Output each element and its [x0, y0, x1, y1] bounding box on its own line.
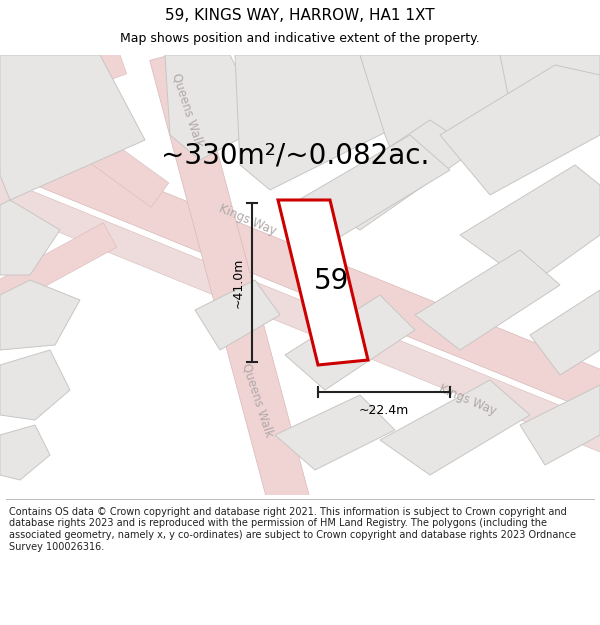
Text: Kings Way: Kings Way — [217, 202, 278, 238]
Text: Contains OS data © Crown copyright and database right 2021. This information is : Contains OS data © Crown copyright and d… — [9, 507, 576, 551]
Polygon shape — [360, 55, 525, 185]
Polygon shape — [0, 350, 70, 420]
Text: ~41.0m: ~41.0m — [232, 258, 245, 308]
Text: 59, KINGS WAY, HARROW, HA1 1XT: 59, KINGS WAY, HARROW, HA1 1XT — [165, 8, 435, 23]
Polygon shape — [0, 280, 80, 350]
Polygon shape — [165, 55, 265, 160]
Polygon shape — [0, 200, 60, 275]
Polygon shape — [440, 65, 600, 195]
Polygon shape — [290, 135, 450, 240]
Polygon shape — [150, 49, 310, 511]
Text: Kings Way: Kings Way — [437, 382, 499, 418]
Polygon shape — [310, 120, 475, 230]
Polygon shape — [520, 385, 600, 465]
Polygon shape — [415, 250, 560, 350]
Polygon shape — [0, 222, 117, 308]
Polygon shape — [0, 121, 600, 419]
Polygon shape — [530, 290, 600, 375]
Polygon shape — [0, 36, 127, 124]
Polygon shape — [0, 425, 50, 480]
Polygon shape — [0, 55, 145, 200]
Polygon shape — [460, 165, 600, 285]
Text: Queens Walk: Queens Walk — [240, 361, 276, 439]
Text: ~22.4m: ~22.4m — [359, 404, 409, 417]
Polygon shape — [500, 55, 600, 140]
Polygon shape — [0, 53, 169, 207]
Text: ~330m²/~0.082ac.: ~330m²/~0.082ac. — [161, 141, 429, 169]
Polygon shape — [285, 295, 415, 390]
Text: Map shows position and indicative extent of the property.: Map shows position and indicative extent… — [120, 32, 480, 45]
Polygon shape — [275, 395, 395, 470]
Polygon shape — [195, 280, 280, 350]
Polygon shape — [0, 172, 600, 458]
Polygon shape — [278, 200, 368, 365]
Polygon shape — [380, 380, 530, 475]
Text: Queens Walk: Queens Walk — [170, 71, 206, 149]
Polygon shape — [235, 55, 390, 190]
Text: 59: 59 — [314, 268, 349, 295]
